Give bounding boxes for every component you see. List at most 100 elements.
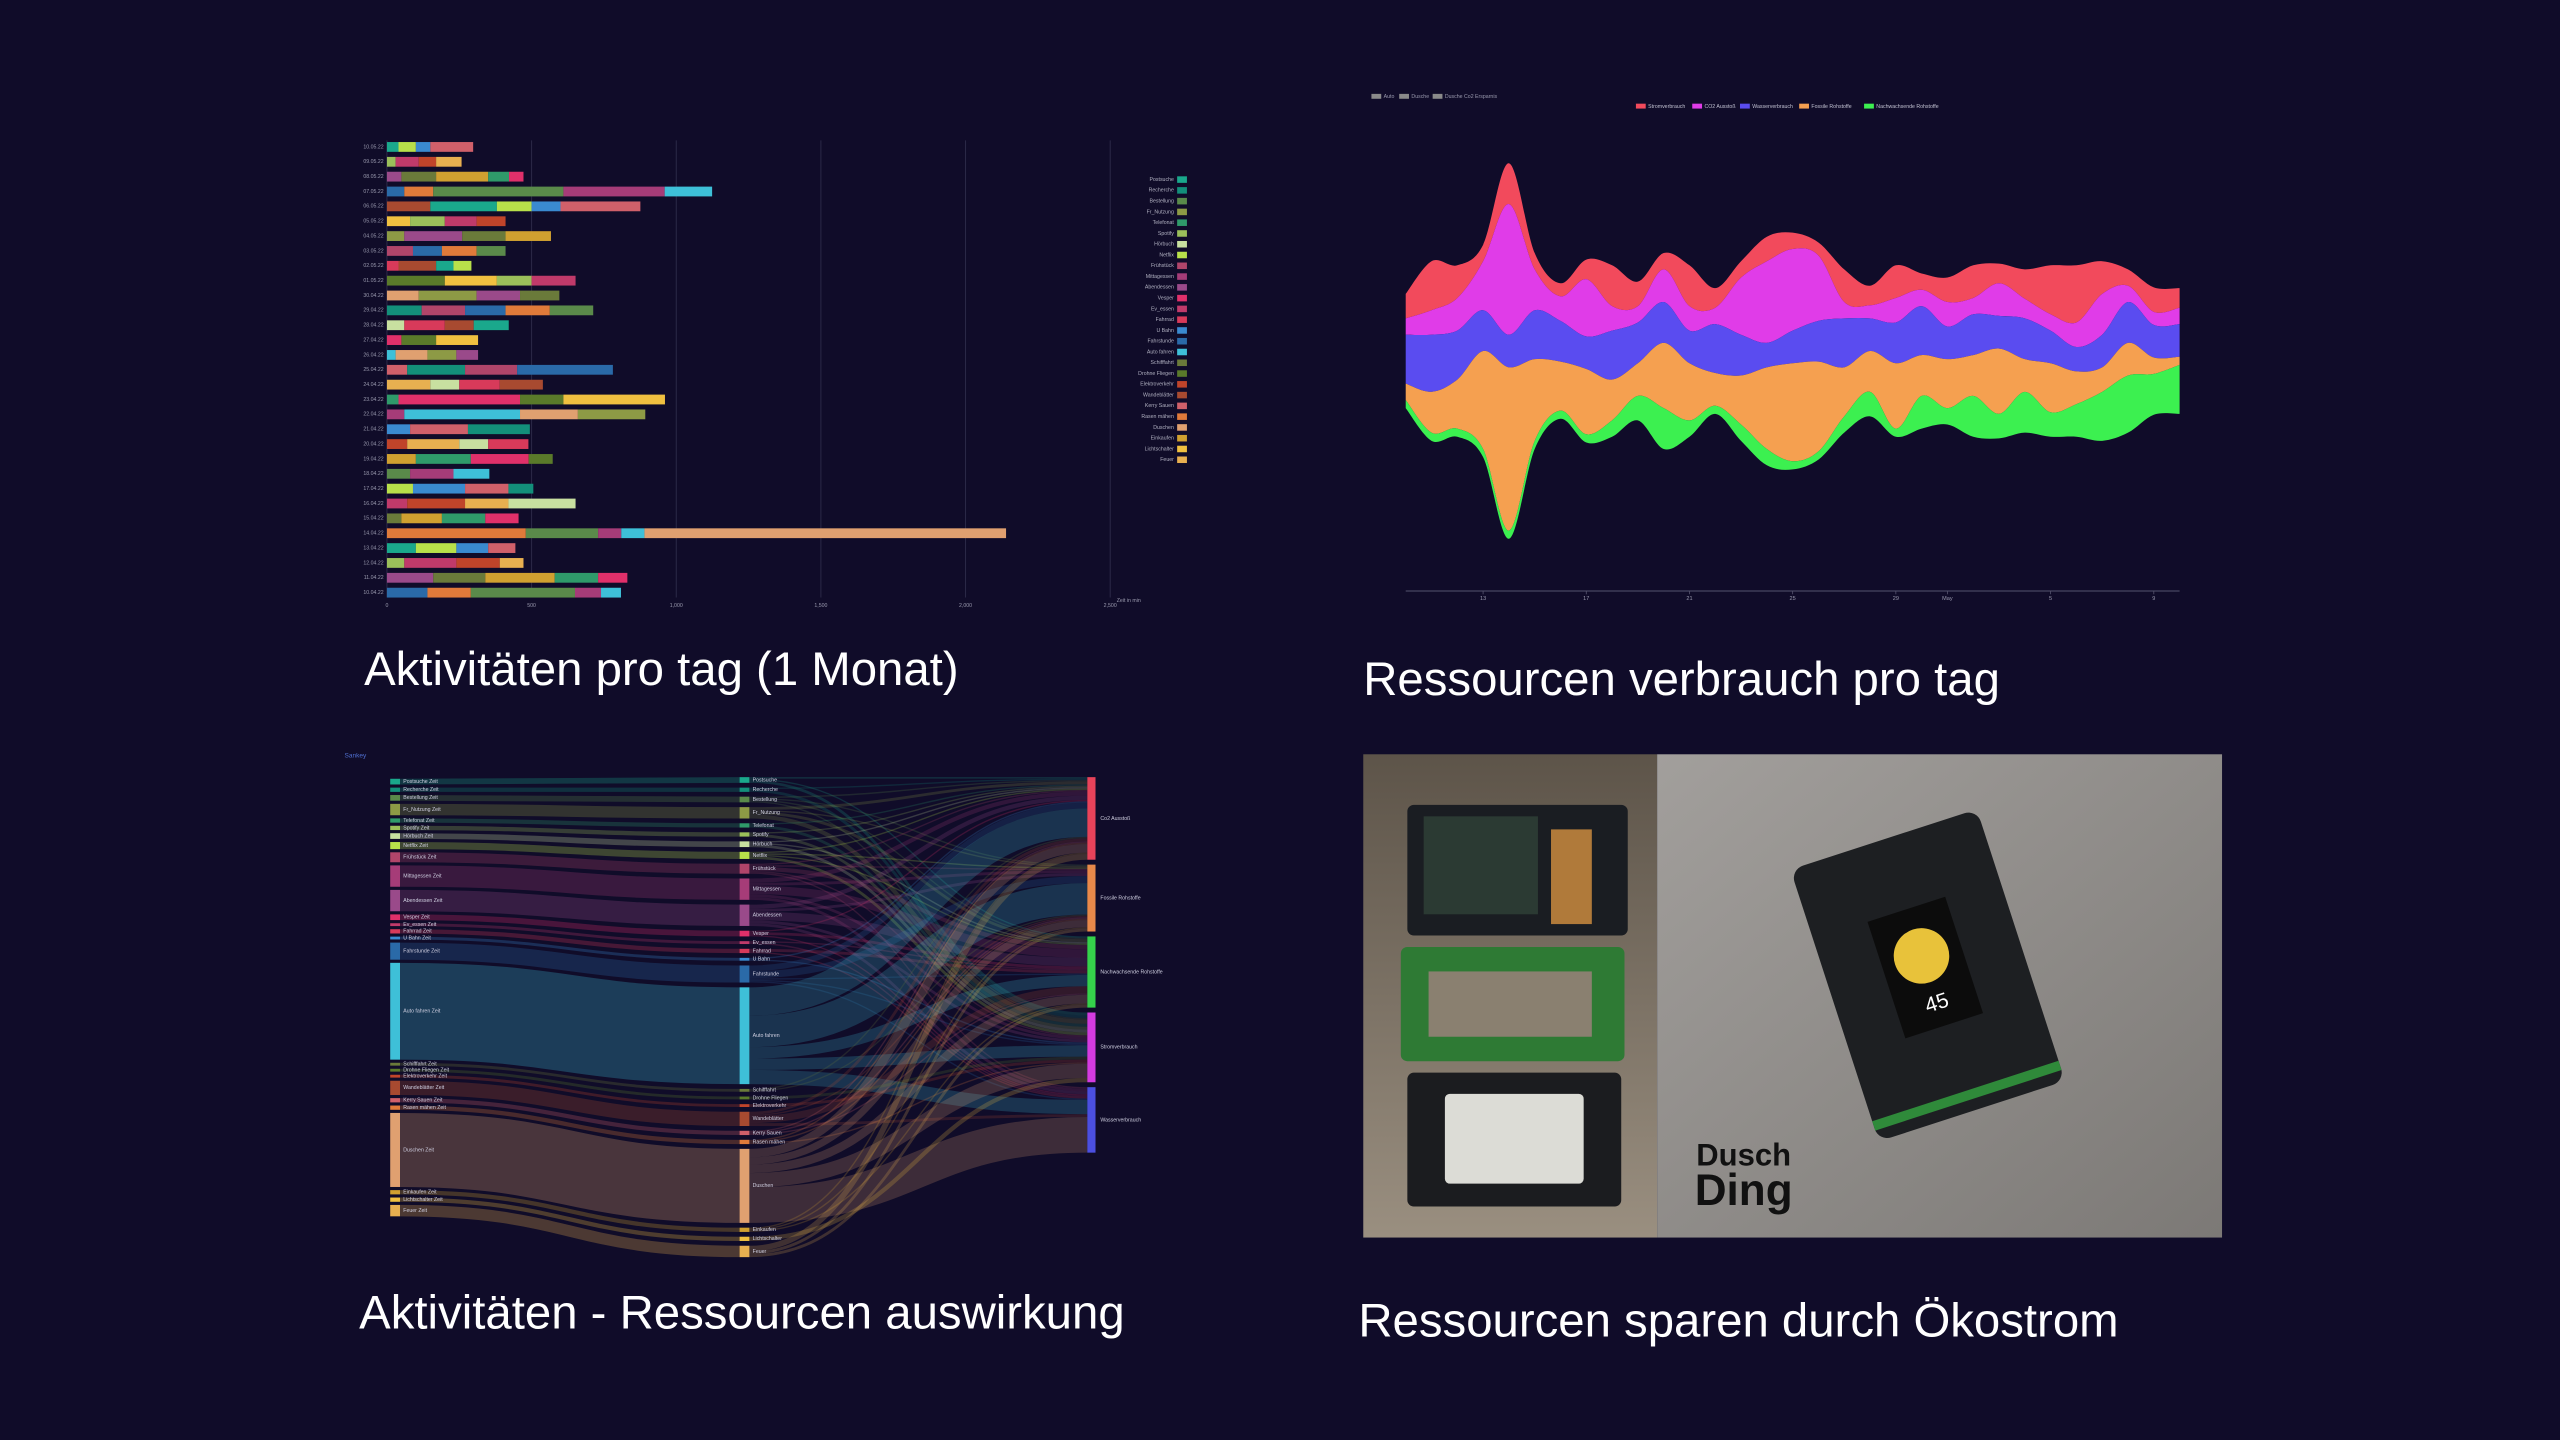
bar-segment [407,364,466,375]
node-label: Recherche Zeit [403,787,439,793]
x-tick-label: 2,500 [1104,603,1117,609]
bar-segment [509,171,524,182]
legend-swatch [1740,103,1750,109]
sankey-link [749,981,1088,1100]
sankey-link [749,865,1088,871]
bar-segment [508,498,576,509]
bar-segment [465,483,509,494]
sankey-node [739,957,750,961]
node-label: Rasen mähen Zeit [403,1105,446,1111]
node-label: Auto fahren [753,1033,780,1039]
sankey-link [749,923,1088,1095]
sankey-link [399,825,740,837]
sankey-link [749,789,1088,1019]
bar-segment [386,409,405,420]
legend-label: Feuer [1160,457,1174,463]
bar-segment [560,201,641,212]
y-tick-label: 06.05.22 [363,204,383,210]
sankey-node [739,1111,750,1127]
bar-segment [386,216,411,227]
bar-segment [410,424,468,435]
sankey-link [749,1114,1088,1127]
sankey-node [739,1148,750,1223]
sankey-link [749,785,1088,834]
sankey-link [749,1069,1088,1115]
y-tick-label: 22.04.22 [363,412,383,418]
legend-swatch [1177,348,1187,356]
logo-top: Dusch [1696,1138,1791,1173]
sankey-node [390,1204,400,1217]
y-tick-label: 01.05.22 [363,278,383,284]
bar-segment [554,572,599,583]
sankey-node [739,851,750,859]
sankey-link [749,784,1088,825]
caption: Ressourcen verbrauch pro tag [1363,653,2000,706]
bar-segment [499,379,543,390]
bar-segment [404,186,434,197]
sankey-node [390,803,400,816]
node-label: Ev_essen Zeit [403,922,437,928]
sankey-link [749,911,1088,967]
bar-segment [386,142,399,152]
sankey-link [749,870,1088,1037]
bar-segment [386,335,402,345]
legend-swatch [1177,424,1187,431]
legend-label: Rasen mähen [1141,414,1174,420]
y-tick-label: 08.05.22 [363,174,383,180]
header-pins [1551,829,1592,925]
node-label: Duschen [753,1183,774,1189]
legend-label: Bestellung [1150,199,1174,205]
node-label: Feuer [753,1249,767,1255]
sankey-link [749,808,1088,1016]
bar-segment [404,320,445,331]
sankey-link [399,1068,740,1100]
bar-segment [444,216,477,227]
node-label: Bestellung Zeit [403,795,438,801]
bar-segment [470,454,529,464]
node-label: Fr_Nutzung [753,810,780,816]
legend-swatch [1177,230,1187,237]
sankey-link [749,814,1088,1024]
bar-segment [664,186,713,197]
sankey-link [399,1112,740,1223]
bar-segment [398,394,521,405]
node-label: Feuer Zeit [403,1208,427,1214]
sankey-link [399,1080,740,1127]
node-label: Schifffahrt Zeit [403,1062,437,1068]
sankey-link [749,876,1088,979]
bar-segment [436,260,454,271]
legend-label: Nachwachsende Rohstoffe [1876,104,1938,110]
node-label: Elektroverkehr [753,1103,787,1109]
node-label: Einkaufen [753,1227,776,1233]
bar-segment [430,379,460,390]
device: 45 [1793,812,2062,1139]
bar-segment [444,275,497,286]
legend-swatch [1177,219,1187,226]
bar-segment [395,350,428,360]
node-label: Frühstück [753,866,776,872]
sankey-link [749,789,1088,866]
node-label: Telefonat Zeit [403,818,435,824]
sankey-link [749,852,1088,1230]
sankey-link [749,915,1088,1117]
node-label: Bestellung [753,797,777,803]
sankey-link [749,778,1088,790]
legend-swatch [1692,103,1703,109]
node-label: Ev_essen [753,940,776,946]
legend-swatch [1177,197,1187,205]
sankey-link [749,873,1088,912]
sankey-node [390,833,400,839]
legend-label: Hörbuch [1154,242,1174,248]
bar-segment [398,142,416,152]
bar-segment [459,379,500,390]
bar-segment [430,142,474,152]
sankey-node [739,1104,750,1107]
x-tick-label: 21 [1686,596,1692,602]
bar-segment [505,305,550,316]
sankey-link [399,795,740,803]
bar-segment [386,587,428,598]
node-label: Frühstück Zeit [403,855,437,861]
sankey-link [749,973,1088,980]
bar-segment [520,394,564,405]
